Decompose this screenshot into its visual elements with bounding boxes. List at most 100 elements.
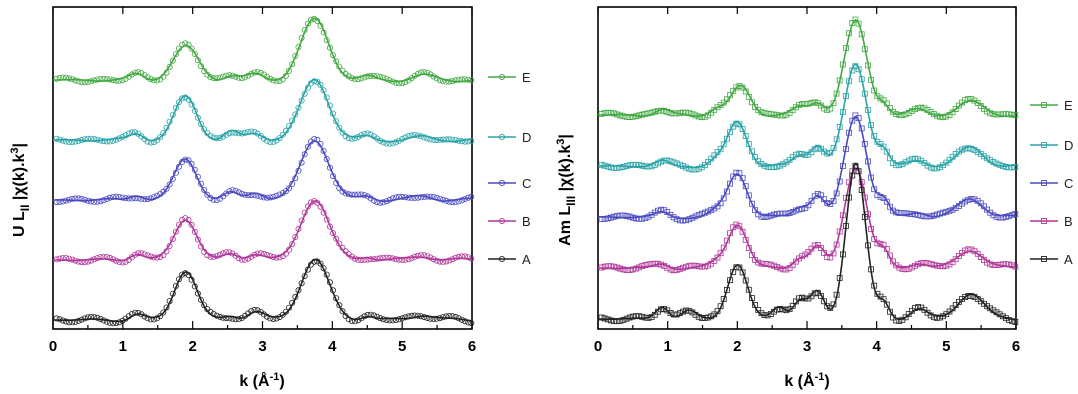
data-point (899, 161, 906, 167)
data-point (908, 108, 915, 114)
data-point (78, 195, 85, 202)
data-point (339, 308, 346, 315)
legend-marker-A (498, 255, 506, 263)
data-point (861, 46, 868, 53)
data-point (254, 250, 261, 257)
data-point (449, 199, 456, 206)
data-point (355, 256, 362, 263)
data-point (329, 287, 336, 294)
data-point (962, 97, 968, 103)
data-point (100, 197, 107, 204)
data-point (417, 69, 424, 76)
data-point (69, 195, 76, 202)
data-point (959, 146, 965, 153)
data-point (642, 163, 649, 170)
data-point (106, 319, 113, 326)
data-point (210, 253, 217, 260)
data-point (69, 76, 76, 83)
data-point (993, 262, 1000, 269)
data-point (727, 129, 733, 136)
data-point (154, 77, 161, 84)
left-x-ticks: 0 1 2 3 4 5 6 (49, 7, 476, 355)
data-point (399, 80, 406, 87)
data-point (254, 307, 261, 314)
data-point (446, 257, 453, 264)
data-point (639, 313, 646, 320)
data-point (392, 79, 399, 86)
legend-label-C: C (522, 176, 531, 191)
data-point (251, 251, 258, 258)
data-point (377, 315, 384, 322)
data-point (808, 197, 815, 204)
data-point (358, 75, 365, 82)
data-point (865, 107, 871, 113)
data-point (996, 261, 1003, 268)
data-point (617, 212, 624, 219)
data-point (339, 67, 346, 74)
data-point (764, 213, 771, 220)
data-point (927, 260, 934, 267)
data-point (314, 136, 321, 143)
data-point (386, 140, 393, 147)
data-point (987, 157, 994, 164)
data-point (248, 70, 255, 77)
data-point (677, 110, 683, 116)
data-point (465, 76, 472, 83)
data-point (414, 132, 421, 139)
data-point (150, 316, 157, 323)
data-point (201, 302, 208, 309)
data-point (655, 108, 661, 114)
data-point (163, 185, 170, 192)
data-point (383, 254, 390, 261)
series-D-markers (53, 78, 475, 147)
data-point (383, 316, 390, 323)
data-point (116, 135, 123, 142)
data-point (946, 207, 953, 214)
data-point (661, 108, 668, 114)
data-point (648, 261, 655, 267)
data-point (739, 126, 746, 132)
data-point (144, 252, 151, 259)
data-point (135, 195, 142, 202)
x-tick-label: 0 (594, 338, 602, 355)
data-point (1003, 315, 1009, 322)
data-point (452, 137, 459, 144)
data-point (238, 130, 245, 137)
data-point (689, 214, 696, 221)
data-point (645, 213, 652, 220)
data-point (216, 74, 223, 81)
data-point (686, 262, 693, 269)
data-point (147, 316, 154, 323)
data-point (336, 240, 343, 247)
data-point (724, 96, 730, 103)
data-point (868, 266, 874, 273)
data-point (670, 110, 677, 117)
data-point (75, 137, 82, 144)
data-point (373, 199, 380, 206)
x-tick-label: 1 (119, 338, 127, 355)
data-point (811, 99, 818, 106)
data-point (1009, 211, 1016, 218)
data-point (461, 138, 468, 145)
data-point (285, 123, 292, 130)
data-point (364, 256, 371, 263)
data-point (1003, 261, 1009, 268)
data-point (755, 259, 762, 266)
data-point (427, 71, 434, 78)
data-point (818, 102, 824, 109)
data-point (639, 263, 646, 270)
data-point (814, 242, 821, 248)
data-point (59, 255, 66, 262)
x-tick-label: 2 (733, 338, 741, 355)
data-point (620, 316, 627, 323)
data-point (235, 189, 242, 196)
data-point (194, 173, 201, 180)
series-E-markers (598, 16, 1019, 121)
data-point (333, 118, 340, 125)
data-point (377, 255, 384, 262)
data-point (990, 111, 997, 117)
data-point (367, 256, 374, 263)
data-point (433, 257, 440, 264)
data-point (758, 109, 765, 116)
data-point (219, 73, 226, 80)
